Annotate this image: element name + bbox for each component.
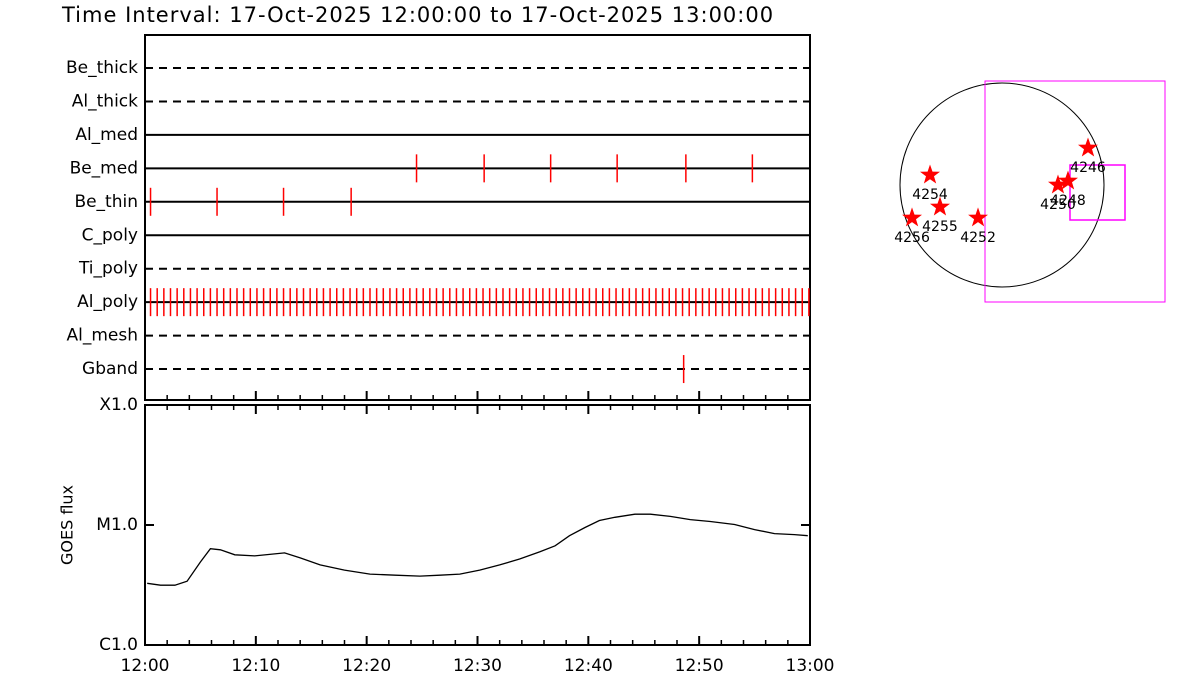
region-star [1048, 174, 1068, 194]
filter-label: Be_med [70, 158, 138, 178]
region-label: 4250 [1040, 197, 1076, 213]
filter-label: Al_med [75, 125, 138, 145]
filter-label: Al_thick [72, 91, 138, 111]
region-star [902, 207, 922, 227]
region-star [920, 164, 940, 184]
region-label: 4252 [960, 230, 996, 246]
filter-label: Be_thin [74, 192, 138, 212]
y-axis-label: GOES flux [58, 485, 77, 565]
region-star [930, 196, 950, 216]
filter-label: Al_mesh [66, 326, 138, 346]
y-tick-label: C1.0 [99, 635, 138, 655]
filter-label: Ti_poly [78, 259, 138, 279]
x-tick-label: 13:00 [786, 656, 835, 676]
fov-box [1069, 164, 1126, 221]
region-label: 4256 [894, 230, 930, 246]
y-tick-label: M1.0 [96, 515, 138, 535]
title: Time Interval: 17-Oct-2025 12:00:00 to 1… [61, 3, 774, 27]
region-label: 4254 [912, 187, 948, 203]
x-tick-label: 12:30 [453, 656, 502, 676]
region-star [1078, 137, 1098, 157]
region-label: 4248 [1050, 193, 1086, 209]
solar-disk [899, 82, 1105, 288]
filter-label: Al_poly [77, 292, 138, 312]
x-tick-label: 12:50 [675, 656, 724, 676]
filter-label: Be_thick [66, 58, 138, 78]
x-tick-label: 12:20 [342, 656, 391, 676]
y-tick-label: X1.0 [99, 395, 138, 415]
goes-flux-line [147, 513, 808, 586]
x-tick-label: 12:10 [231, 656, 280, 676]
x-tick-label: 12:40 [564, 656, 613, 676]
fov-box [984, 80, 1166, 303]
region-star [968, 207, 988, 227]
x-tick-label: 12:00 [121, 656, 170, 676]
region-label: 4255 [922, 219, 958, 235]
region-star [1058, 170, 1078, 190]
region-label: 4246 [1070, 160, 1106, 176]
filter-label: Gband [82, 359, 138, 379]
filter-label: C_poly [82, 225, 138, 245]
